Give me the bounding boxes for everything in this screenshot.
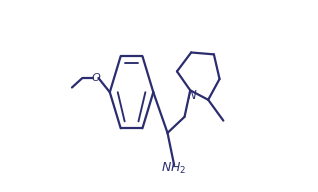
Text: O: O [91,73,100,83]
Text: NH$_2$: NH$_2$ [162,161,187,176]
Text: N: N [187,89,196,102]
